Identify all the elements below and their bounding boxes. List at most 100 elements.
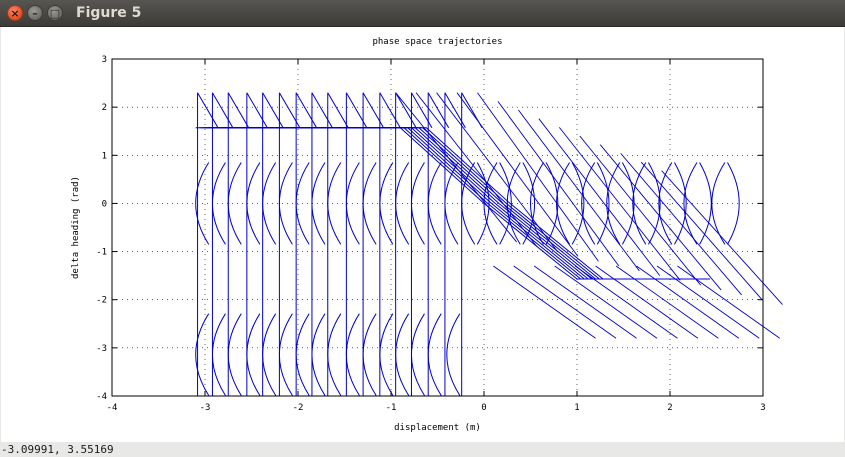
trajectory-arc xyxy=(581,162,596,245)
minimize-icon: – xyxy=(32,7,38,20)
trajectory-lower-strand xyxy=(677,265,780,339)
x-tick-label: -3 xyxy=(200,403,211,413)
x-tick-label: 3 xyxy=(760,403,765,413)
trajectory-arc xyxy=(606,162,621,245)
trajectory-arc xyxy=(632,162,647,245)
switching-trajectory xyxy=(221,127,710,280)
x-tick-label: -1 xyxy=(386,403,397,413)
y-tick-label: -3 xyxy=(96,344,107,354)
trajectory-arc xyxy=(262,162,277,245)
trajectory-arc-right xyxy=(476,162,490,245)
trajectory-arc xyxy=(327,162,342,245)
trajectory-arc-right xyxy=(727,162,740,245)
plot-frame xyxy=(111,58,764,397)
trajectory-arc xyxy=(345,162,360,245)
trajectory-arc xyxy=(211,313,226,396)
trajectory-arc xyxy=(379,162,394,245)
trajectory-arc xyxy=(227,313,242,396)
trajectory-arc xyxy=(262,313,277,396)
trajectory-arc xyxy=(278,162,293,245)
trajectory-lower-strand xyxy=(493,265,596,339)
trajectory-top-segment xyxy=(327,92,349,129)
trajectory-arc xyxy=(246,162,261,245)
trajectory-arc-right xyxy=(674,162,687,245)
trajectory-top-segment xyxy=(197,92,219,129)
trajectory-diagonal xyxy=(518,109,640,272)
trajectory-arc xyxy=(295,162,310,245)
trajectory-arc xyxy=(311,313,326,396)
trajectory-arc xyxy=(395,162,410,245)
y-tick-label: -1 xyxy=(96,248,107,258)
trajectory-arc xyxy=(427,313,442,396)
trajectory-arc xyxy=(446,313,461,396)
chart-title: phase space trajectories xyxy=(372,37,502,47)
trajectory-top-segment xyxy=(227,92,250,129)
x-axis-label: displacement (m) xyxy=(394,423,481,433)
trajectory-arc xyxy=(395,313,410,396)
trajectory-arc xyxy=(195,313,210,396)
trajectory-diagonal xyxy=(620,153,742,296)
trajectory-lower-strand xyxy=(533,265,637,339)
trajectory-arc-right xyxy=(499,162,512,245)
trajectory-top-segment xyxy=(262,92,284,129)
trajectory-top-segment xyxy=(212,92,234,129)
trajectory-arc xyxy=(211,162,226,245)
trajectory-diagonal xyxy=(477,92,599,262)
y-tick-label: 1 xyxy=(102,151,107,161)
trajectory-lower-strand xyxy=(615,265,719,339)
trajectory-top-segment xyxy=(395,92,417,129)
trajectory-arc xyxy=(362,162,377,245)
trajectory-top-segment xyxy=(362,92,384,129)
trajectory-diagonal xyxy=(661,170,783,305)
trajectory-lower-strand xyxy=(574,265,678,339)
close-window-button[interactable]: × xyxy=(7,5,23,21)
trajectory-arc xyxy=(327,313,342,396)
trajectory-arc xyxy=(295,313,310,396)
status-bar: -3.09991, 3.55169 xyxy=(0,443,845,457)
y-tick-label: -4 xyxy=(96,392,107,402)
x-tick-label: 2 xyxy=(667,403,672,413)
trajectory-diagonal xyxy=(558,127,681,281)
trajectory-arc xyxy=(427,162,442,245)
trajectory-arc-right xyxy=(596,162,610,245)
maximize-icon: □ xyxy=(49,7,61,20)
trajectory-lower-strand xyxy=(554,265,658,339)
x-tick-label: 0 xyxy=(481,403,486,413)
trajectory-arc xyxy=(658,162,673,245)
trajectory-arc xyxy=(246,313,261,396)
y-tick-label: 2 xyxy=(102,103,107,113)
trajectory-top-segment xyxy=(411,92,433,129)
trajectory-arc xyxy=(410,313,425,396)
minimize-window-button[interactable]: – xyxy=(27,5,43,21)
maximize-window-button[interactable]: □ xyxy=(47,5,63,21)
x-tick-label: -2 xyxy=(293,403,304,413)
trajectory-diagonal xyxy=(395,92,517,243)
plot-canvas[interactable]: -4 -3 -2 -1 0 1 2 3 -4 -3 -2 -1 0 1 2 3 phase space traj… xyxy=(1,27,844,442)
trajectory-top-segment xyxy=(427,92,450,129)
trajectory-arc xyxy=(362,313,377,396)
trajectory-diagonal xyxy=(599,144,722,291)
trajectory-arc xyxy=(311,162,326,245)
trajectory-diagonal xyxy=(579,135,702,286)
cursor-coordinates: -3.09991, 3.55169 xyxy=(1,443,114,456)
trajectory-arc-right xyxy=(522,162,536,245)
phase-space-plot[interactable]: -4 -3 -2 -1 0 1 2 3 -4 -3 -2 -1 0 1 2 3 phase space traj… xyxy=(1,27,844,442)
switching-trajectory xyxy=(210,127,699,280)
trajectory-diagonal xyxy=(497,101,620,267)
trajectory-top-segment xyxy=(311,92,333,129)
window-title: Figure 5 xyxy=(76,5,142,21)
trajectory-top-segment xyxy=(246,92,268,129)
y-tick-label: 3 xyxy=(102,55,107,65)
window-titlebar[interactable]: × – □ Figure 5 xyxy=(0,0,845,27)
y-tick-label: -2 xyxy=(96,296,107,306)
trajectory-diagonal xyxy=(415,92,538,248)
trajectory-arc xyxy=(345,313,360,396)
trajectory-diagonal xyxy=(640,161,763,301)
trajectory-arc xyxy=(506,162,521,245)
trajectory-diagonal xyxy=(436,92,558,252)
trajectory-top-segment xyxy=(444,92,466,129)
trajectory-arc xyxy=(195,162,210,245)
trajectory-arc-right xyxy=(571,162,585,245)
trajectory-diagonal xyxy=(456,92,579,257)
trajectory-arc xyxy=(444,162,459,245)
